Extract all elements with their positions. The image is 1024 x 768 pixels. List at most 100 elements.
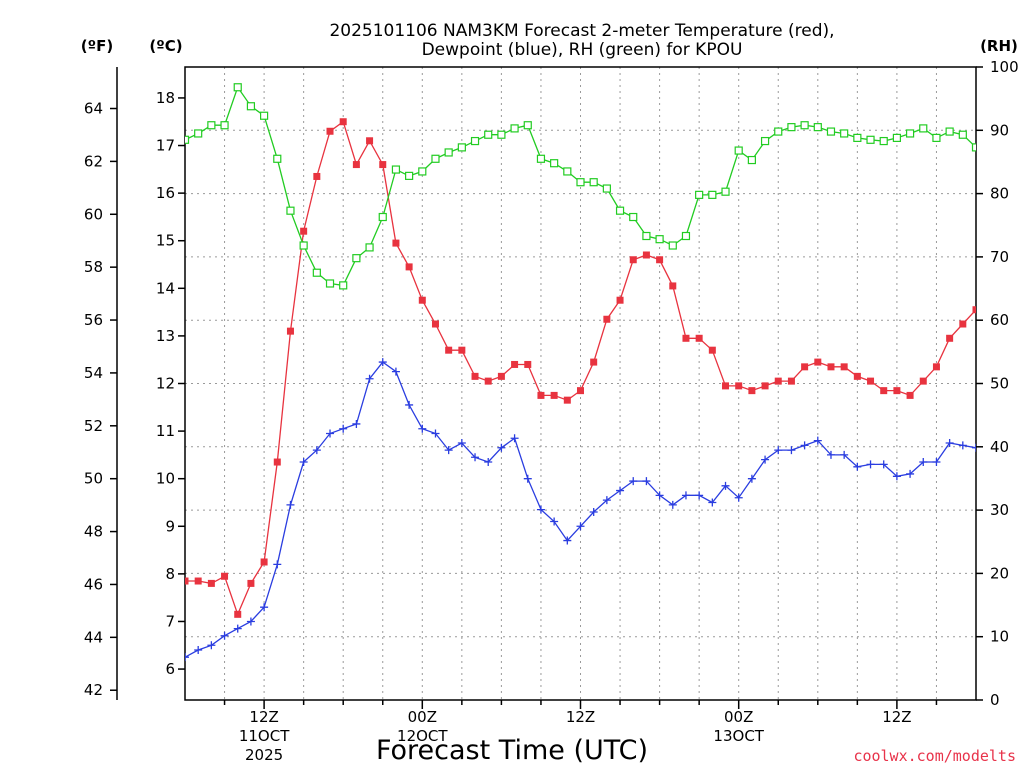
rh-point xyxy=(840,129,849,138)
dewpoint-point xyxy=(616,486,625,495)
temperature-point xyxy=(366,137,374,145)
temperature-point xyxy=(577,387,584,395)
dewpoint-point xyxy=(185,653,189,662)
date-tick-label: 12OCT xyxy=(397,727,448,745)
dewpoint-point xyxy=(892,472,901,481)
temperature-point xyxy=(185,577,189,585)
rh-point xyxy=(352,254,361,263)
fahrenheit-tick-label: 62 xyxy=(84,152,103,170)
celsius-tick-label: 11 xyxy=(156,422,175,440)
dewpoint-point xyxy=(800,441,809,450)
rh-point xyxy=(1012,179,1019,186)
dewpoint-point xyxy=(932,458,941,467)
dewpoint-point xyxy=(523,474,532,483)
rh-tick-label: 60 xyxy=(990,311,1009,329)
rh-point xyxy=(220,121,229,130)
dewpoint-point xyxy=(668,500,677,509)
dewpoint-point xyxy=(906,469,915,478)
dewpoint-point xyxy=(813,436,822,445)
year-tick-label: 2025 xyxy=(245,746,283,764)
temperature-point xyxy=(682,334,690,342)
dewpoint-point xyxy=(286,500,295,509)
fahrenheit-tick-label: 64 xyxy=(84,100,103,118)
fahrenheit-unit-label: (ºF) xyxy=(81,37,113,55)
dewpoint-point xyxy=(563,536,572,545)
temperature-point xyxy=(906,391,914,399)
temperature-point xyxy=(550,391,558,399)
rh-line xyxy=(185,85,976,287)
dewpoint-point xyxy=(365,374,374,383)
temperature-point xyxy=(234,610,242,618)
rh-point xyxy=(695,190,704,199)
rh-point xyxy=(932,133,941,142)
rh-point xyxy=(246,102,256,111)
dewpoint-point xyxy=(299,458,308,467)
temperature-point xyxy=(511,360,519,368)
temperature-point xyxy=(563,396,571,404)
dewpoint-point xyxy=(391,367,400,376)
temperature-point xyxy=(260,558,268,566)
temperature-point xyxy=(207,579,215,587)
dewpoint-point xyxy=(405,400,414,409)
time-tick-label: 00Z xyxy=(724,708,753,726)
dewpoint-point xyxy=(853,462,862,471)
rh-tick-label: 40 xyxy=(990,438,1009,456)
rh-point xyxy=(260,111,269,120)
rh-point xyxy=(800,121,809,130)
rh-point xyxy=(589,178,598,187)
chart-title-line-1: 2025101106 NAM3KM Forecast 2-meter Tempe… xyxy=(329,21,834,41)
temperature-point xyxy=(695,334,703,342)
time-tick-label: 12Z xyxy=(566,708,595,726)
rh-point xyxy=(325,279,335,288)
time-tick-label: 00Z xyxy=(408,708,437,726)
dewpoint-point xyxy=(220,631,229,640)
rh-tick-label: 90 xyxy=(990,121,1009,139)
dewpoint-point xyxy=(787,446,796,455)
dewpoint-point xyxy=(945,438,954,447)
dewpoint-point xyxy=(457,438,466,447)
rh-point xyxy=(919,124,928,133)
celsius-tick-label: 18 xyxy=(156,89,175,107)
celsius-tick-label: 8 xyxy=(165,565,175,583)
rh-point xyxy=(273,154,282,163)
dewpoint-point xyxy=(761,455,770,464)
dewpoint-point xyxy=(721,481,730,490)
fahrenheit-tick-label: 52 xyxy=(84,417,103,435)
rh-axis: 0 10 20 30 40 50 60 70 80 90 100 xyxy=(976,58,1019,709)
temperature-point xyxy=(352,161,360,169)
temperature-point xyxy=(880,387,888,395)
temperature-point xyxy=(840,363,848,371)
rh-tick-label: 30 xyxy=(990,501,1009,519)
temperature-point xyxy=(893,387,901,395)
temperature-point xyxy=(919,377,927,385)
rh-point xyxy=(602,184,611,193)
dewpoint-point xyxy=(747,474,756,483)
temperature-point xyxy=(603,315,611,323)
rh-point xyxy=(497,130,506,139)
rh-point xyxy=(629,212,638,222)
dewpoint-point xyxy=(233,624,242,633)
fahrenheit-tick-label: 48 xyxy=(84,523,103,541)
temperature-point xyxy=(431,320,439,328)
temperature-point xyxy=(247,579,255,587)
rh-point xyxy=(642,231,651,241)
rh-point xyxy=(813,123,822,132)
rh-point xyxy=(233,83,242,92)
celsius-tick-label: 14 xyxy=(156,279,175,297)
rh-point xyxy=(681,231,691,241)
celsius-tick-label: 6 xyxy=(165,660,175,678)
rh-point xyxy=(708,190,717,199)
rh-point xyxy=(431,154,440,163)
rh-point xyxy=(774,127,783,136)
dewpoint-point xyxy=(972,443,976,452)
dewpoint-point xyxy=(681,491,690,500)
rh-point xyxy=(457,143,466,152)
temperature-point xyxy=(379,161,387,169)
rh-point xyxy=(999,166,1006,173)
rh-point xyxy=(510,124,519,133)
rh-tick-label: 10 xyxy=(990,628,1009,646)
fahrenheit-tick-label: 54 xyxy=(84,364,103,382)
celsius-tick-label: 17 xyxy=(156,137,175,155)
